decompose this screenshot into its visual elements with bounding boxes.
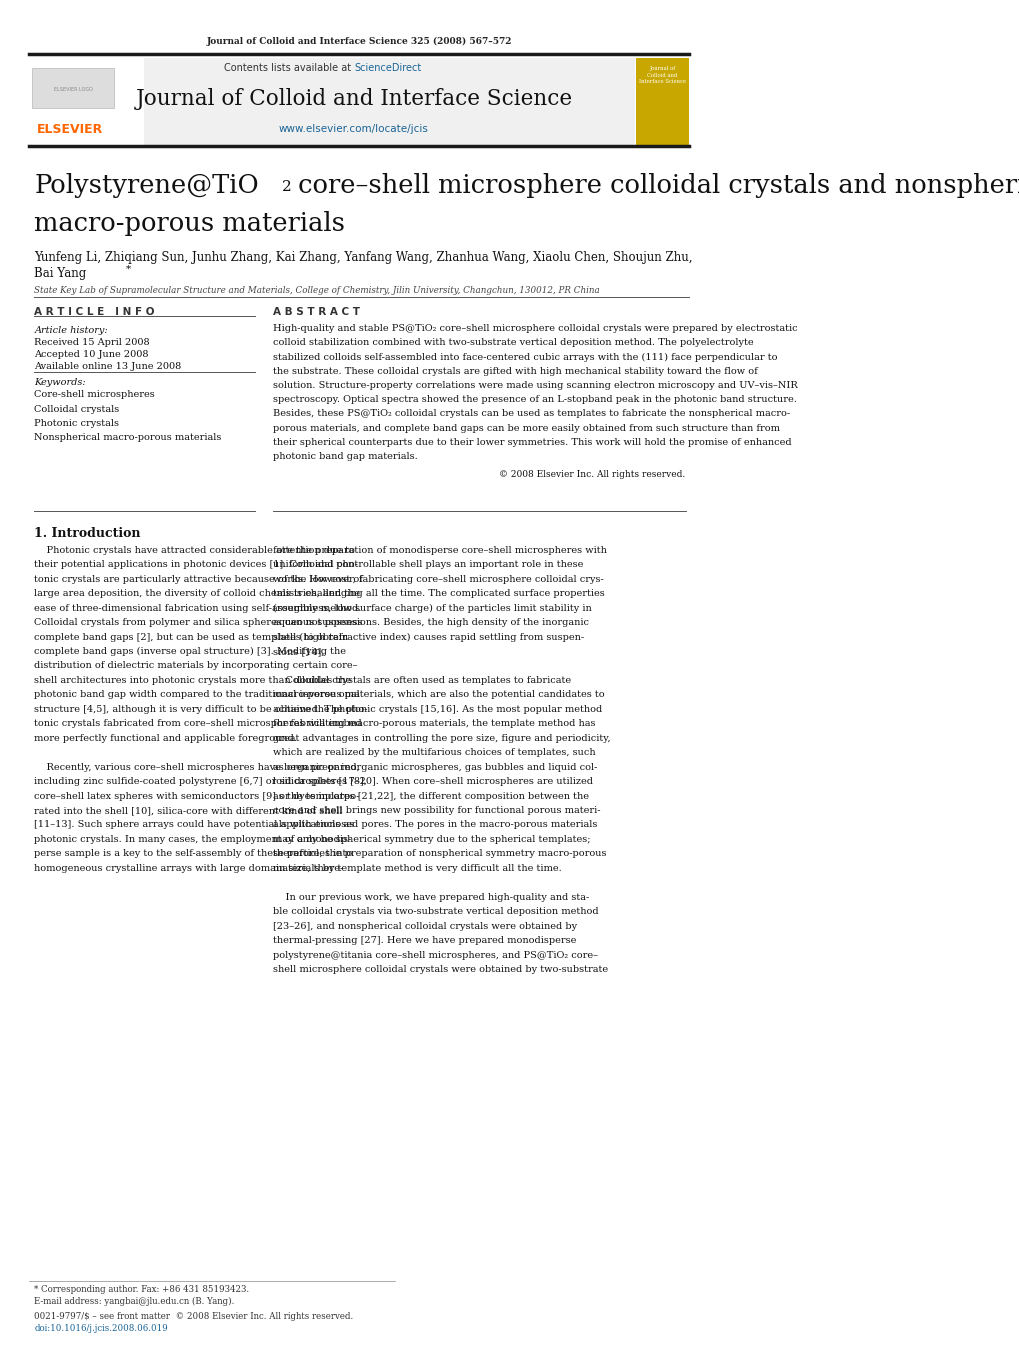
Text: including zinc sulfide-coated polystyrene [6,7] or silica spheres [8],: including zinc sulfide-coated polystyren… (35, 777, 367, 786)
Text: colloid stabilization combined with two-substrate vertical deposition method. Th: colloid stabilization combined with two-… (272, 338, 753, 347)
Text: great advantages in controlling the pore size, figure and periodicity,: great advantages in controlling the pore… (272, 734, 609, 743)
Text: Received 15 April 2008: Received 15 April 2008 (35, 338, 150, 347)
Text: E-mail address: yangbai@jlu.edu.cn (B. Yang).: E-mail address: yangbai@jlu.edu.cn (B. Y… (35, 1297, 234, 1306)
Text: Photonic crystals: Photonic crystals (35, 419, 119, 428)
Text: materials by template method is very difficult all the time.: materials by template method is very dif… (272, 863, 561, 873)
Text: works. However, fabricating core–shell microsphere colloidal crys-: works. However, fabricating core–shell m… (272, 574, 603, 584)
Text: rated into the shell [10], silica-core with different kind of shell: rated into the shell [10], silica-core w… (35, 807, 342, 815)
Text: porous materials, and complete band gaps can be more easily obtained from such s: porous materials, and complete band gaps… (272, 423, 780, 432)
Text: Photonic crystals have attracted considerable attention due to: Photonic crystals have attracted conside… (35, 546, 355, 555)
Text: Keywords:: Keywords: (35, 378, 86, 388)
Text: Colloidal crystals: Colloidal crystals (35, 405, 119, 413)
Text: complete band gaps (inverse opal structure) [3]. Modifying the: complete band gaps (inverse opal structu… (35, 647, 346, 657)
Text: Colloidal crystals are often used as templates to fabricate: Colloidal crystals are often used as tem… (272, 676, 571, 685)
Text: (roughness, low surface charge) of the particles limit stability in: (roughness, low surface charge) of the p… (272, 604, 591, 613)
Text: [11–13]. Such sphere arrays could have potential applications as: [11–13]. Such sphere arrays could have p… (35, 820, 355, 830)
Text: shell (high refractive index) causes rapid settling from suspen-: shell (high refractive index) causes rap… (272, 632, 583, 642)
Text: A B S T R A C T: A B S T R A C T (272, 307, 360, 316)
Text: *: * (126, 265, 131, 274)
Text: photonic band gap width compared to the traditional inverse opal: photonic band gap width compared to the … (35, 690, 360, 700)
Text: ease of three-dimensional fabrication using self-assembly method.: ease of three-dimensional fabrication us… (35, 604, 362, 612)
Text: Core-shell microspheres: Core-shell microspheres (35, 390, 155, 400)
Text: In our previous work, we have prepared high-quality and sta-: In our previous work, we have prepared h… (272, 893, 588, 901)
Text: core and shell brings new possibility for functional porous materi-: core and shell brings new possibility fo… (272, 807, 600, 815)
Text: tals is challenging all the time. The complicated surface properties: tals is challenging all the time. The co… (272, 589, 604, 598)
Text: Available online 13 June 2008: Available online 13 June 2008 (35, 362, 181, 372)
Text: A R T I C L E   I N F O: A R T I C L E I N F O (35, 307, 155, 316)
FancyBboxPatch shape (29, 58, 144, 145)
Text: 2: 2 (282, 180, 291, 193)
Text: as the templates [21,22], the different composition between the: as the templates [21,22], the different … (272, 792, 588, 801)
Text: 0021-9797/$ – see front matter  © 2008 Elsevier Inc. All rights reserved.: 0021-9797/$ – see front matter © 2008 El… (35, 1312, 354, 1321)
Text: photonic band gap materials.: photonic band gap materials. (272, 451, 417, 461)
Text: Besides, these PS@TiO₂ colloidal crystals can be used as templates to fabricate : Besides, these PS@TiO₂ colloidal crystal… (272, 409, 789, 419)
Text: spectroscopy. Optical spectra showed the presence of an L-stopband peak in the p: spectroscopy. Optical spectra showed the… (272, 394, 796, 404)
Text: doi:10.1016/j.jcis.2008.06.019: doi:10.1016/j.jcis.2008.06.019 (35, 1324, 168, 1333)
Text: which are realized by the multifarious choices of templates, such: which are realized by the multifarious c… (272, 748, 595, 757)
Text: High-quality and stable PS@TiO₂ core–shell microsphere colloidal crystals were p: High-quality and stable PS@TiO₂ core–she… (272, 324, 797, 334)
Text: for fabricating macro-porous materials, the template method has: for fabricating macro-porous materials, … (272, 719, 595, 728)
Text: tonic crystals are particularly attractive because of the low cost of: tonic crystals are particularly attracti… (35, 574, 363, 584)
Text: complete band gaps [2], but can be used as templates to obtain: complete band gaps [2], but can be used … (35, 632, 348, 642)
Text: www.elsevier.com/locate/jcis: www.elsevier.com/locate/jcis (279, 124, 428, 134)
Text: ScienceDirect: ScienceDirect (354, 63, 421, 73)
Text: Contents lists available at: Contents lists available at (223, 63, 354, 73)
Text: Colloidal crystals from polymer and silica spheres can not possess: Colloidal crystals from polymer and sili… (35, 619, 363, 627)
Text: macro-porous materials, which are also the potential candidates to: macro-porous materials, which are also t… (272, 690, 604, 700)
Text: sions [14].: sions [14]. (272, 647, 324, 657)
Text: tonic crystals fabricated from core–shell microspheres will embed: tonic crystals fabricated from core–shel… (35, 719, 362, 728)
Text: ELSEVIER: ELSEVIER (38, 123, 104, 136)
Text: thermal-pressing [27]. Here we have prepared monodisperse: thermal-pressing [27]. Here we have prep… (272, 936, 576, 946)
Text: homogeneous crystalline arrays with large domain size, there-: homogeneous crystalline arrays with larg… (35, 863, 343, 873)
FancyBboxPatch shape (32, 68, 114, 108)
Text: State Key Lab of Supramolecular Structure and Materials, College of Chemistry, J: State Key Lab of Supramolecular Structur… (35, 286, 599, 296)
Text: * Corresponding author. Fax: +86 431 85193423.: * Corresponding author. Fax: +86 431 851… (35, 1285, 250, 1294)
Text: Journal of Colloid and Interface Science 325 (2008) 567–572: Journal of Colloid and Interface Science… (206, 36, 512, 46)
Text: their spherical counterparts due to their lower symmetries. This work will hold : their spherical counterparts due to thei… (272, 438, 791, 447)
Text: fore the preparation of monodisperse core–shell microspheres with: fore the preparation of monodisperse cor… (272, 546, 606, 555)
Text: shell architectures into photonic crystals more than doubles the: shell architectures into photonic crysta… (35, 676, 352, 685)
Text: therefore, the preparation of nonspherical symmetry macro-porous: therefore, the preparation of nonspheric… (272, 850, 605, 858)
Text: ble colloidal crystals via two-substrate vertical deposition method: ble colloidal crystals via two-substrate… (272, 908, 598, 916)
Text: their potential applications in photonic devices [1]. Colloidal pho-: their potential applications in photonic… (35, 561, 358, 569)
Text: core–shell latex spheres with semiconductors [9] or dyes incorpo-: core–shell latex spheres with semiconduc… (35, 792, 360, 801)
Text: Article history:: Article history: (35, 326, 108, 335)
Text: Journal of Colloid and Interface Science: Journal of Colloid and Interface Science (136, 88, 572, 109)
Text: Accepted 10 June 2008: Accepted 10 June 2008 (35, 350, 149, 359)
Text: loid droplets [17–20]. When core–shell microspheres are utilized: loid droplets [17–20]. When core–shell m… (272, 777, 592, 786)
Text: structure [4,5], although it is very difficult to be obtained. The pho-: structure [4,5], although it is very dif… (35, 705, 368, 713)
Text: core–shell microsphere colloidal crystals and nonspherical: core–shell microsphere colloidal crystal… (289, 173, 1019, 199)
Text: photonic crystals. In many cases, the employment of a monodis-: photonic crystals. In many cases, the em… (35, 835, 352, 844)
Text: Recently, various core–shell microspheres have been prepared,: Recently, various core–shell microsphere… (35, 763, 360, 771)
Text: Bai Yang: Bai Yang (35, 267, 87, 281)
Text: may only be spherical symmetry due to the spherical templates;: may only be spherical symmetry due to th… (272, 835, 590, 844)
Text: Journal of
Colloid and
Interface Science: Journal of Colloid and Interface Science (639, 66, 686, 84)
Text: distribution of dielectric materials by incorporating certain core–: distribution of dielectric materials by … (35, 662, 358, 670)
Text: solution. Structure-property correlations were made using scanning electron micr: solution. Structure-property correlation… (272, 381, 797, 390)
Text: large area deposition, the diversity of colloid chemistries, and the: large area deposition, the diversity of … (35, 589, 361, 598)
Text: Nonspherical macro-porous materials: Nonspherical macro-porous materials (35, 432, 221, 442)
Text: the substrate. These colloidal crystals are gifted with high mechanical stabilit: the substrate. These colloidal crystals … (272, 366, 757, 376)
Text: als with enclosed pores. The pores in the macro-porous materials: als with enclosed pores. The pores in th… (272, 820, 596, 830)
FancyBboxPatch shape (636, 58, 689, 145)
Text: Yunfeng Li, Zhiqiang Sun, Junhu Zhang, Kai Zhang, Yanfang Wang, Zhanhua Wang, Xi: Yunfeng Li, Zhiqiang Sun, Junhu Zhang, K… (35, 251, 692, 265)
Text: aqueous suspensions. Besides, the high density of the inorganic: aqueous suspensions. Besides, the high d… (272, 619, 588, 627)
Text: Polystyrene@TiO: Polystyrene@TiO (35, 173, 259, 199)
Text: shell microsphere colloidal crystals were obtained by two-substrate: shell microsphere colloidal crystals wer… (272, 965, 607, 974)
Text: macro-porous materials: macro-porous materials (35, 211, 345, 236)
Text: stabilized colloids self-assembled into face-centered cubic arrays with the (111: stabilized colloids self-assembled into … (272, 353, 776, 362)
Text: uniform and controllable shell plays an important role in these: uniform and controllable shell plays an … (272, 561, 583, 569)
Text: achieve the photonic crystals [15,16]. As the most popular method: achieve the photonic crystals [15,16]. A… (272, 705, 601, 713)
FancyBboxPatch shape (29, 58, 635, 145)
Text: 1. Introduction: 1. Introduction (35, 527, 141, 540)
Text: [23–26], and nonspherical colloidal crystals were obtained by: [23–26], and nonspherical colloidal crys… (272, 921, 577, 931)
Text: as organic or inorganic microspheres, gas bubbles and liquid col-: as organic or inorganic microspheres, ga… (272, 763, 596, 771)
Text: more perfectly functional and applicable foreground.: more perfectly functional and applicable… (35, 734, 298, 743)
Text: polystyrene@titania core–shell microspheres, and PS@TiO₂ core–: polystyrene@titania core–shell microsphe… (272, 951, 597, 959)
Text: perse sample is a key to the self-assembly of these particles into: perse sample is a key to the self-assemb… (35, 850, 353, 858)
Text: ELSEVIER LOGO: ELSEVIER LOGO (54, 86, 93, 92)
Text: © 2008 Elsevier Inc. All rights reserved.: © 2008 Elsevier Inc. All rights reserved… (499, 470, 685, 480)
